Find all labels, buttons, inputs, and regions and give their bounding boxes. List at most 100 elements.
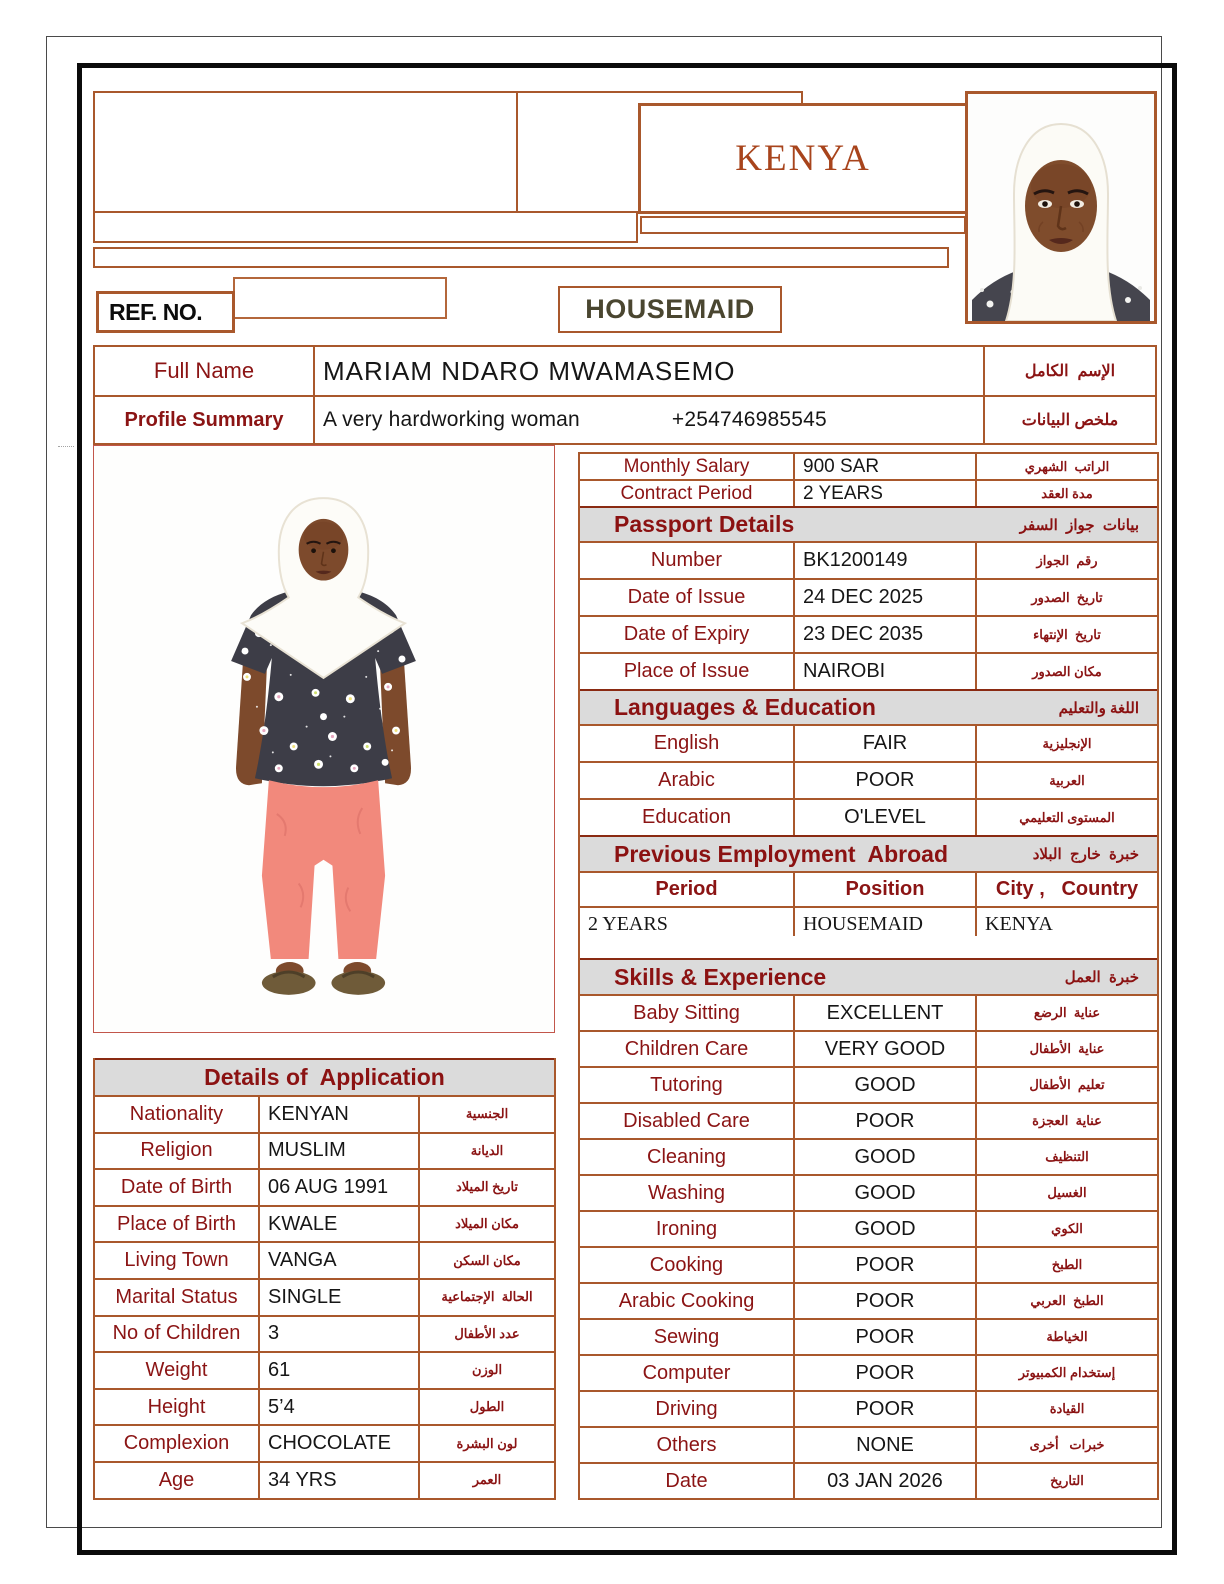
row-value: CHOCOLATE: [258, 1426, 418, 1461]
row-label: Cooking: [649, 1253, 724, 1276]
row-value: FAIR: [793, 726, 975, 761]
row-value: 3: [258, 1316, 418, 1352]
row-label-arabic: الطبخ: [975, 1248, 1157, 1282]
section-title-arabic: خبرة خارج البلاد: [1032, 846, 1139, 863]
header-strip-2: [93, 247, 949, 268]
position-title: HOUSEMAID: [585, 294, 755, 324]
row-label: Baby Sitting: [633, 1001, 740, 1024]
ref-no-value-box: [233, 277, 447, 319]
row-label: No of Children: [112, 1322, 241, 1345]
row-value: KWALE: [258, 1206, 418, 1242]
row-value: VANGA: [258, 1243, 418, 1278]
row-label: Computer: [642, 1361, 731, 1384]
row-label-arabic: التنظيف: [975, 1140, 1157, 1174]
row-label-arabic: ملخص البيانات: [983, 397, 1155, 443]
table-row: Children Care VERY GOOD عناية الأطفال: [580, 1030, 1157, 1066]
employment-data-row: 2 YEARS HOUSEMAID KENYA: [580, 906, 1157, 958]
row-label: Date of Expiry: [623, 623, 750, 645]
row-label: Sewing: [653, 1325, 720, 1348]
table-row: Computer POOR إستخدام الكمبيوتر: [580, 1354, 1157, 1390]
table-row: Nationality KENYAN الجنسية: [95, 1095, 554, 1132]
passport-photo: [965, 91, 1157, 324]
employment-position: HOUSEMAID: [793, 908, 975, 936]
employment-city: KENYA: [975, 908, 1157, 936]
row-label: Arabic Cooking: [618, 1289, 755, 1312]
row-value: VERY GOOD: [793, 1032, 975, 1066]
row-value: GOOD: [793, 1068, 975, 1102]
row-label: Full Name: [153, 358, 255, 383]
row-label-arabic: عدد الأطفال: [418, 1316, 554, 1352]
row-label: Height: [147, 1395, 206, 1418]
row-value: KENYAN: [258, 1097, 418, 1132]
country-title-substrip: [640, 216, 966, 234]
ref-no-label: REF. NO.: [109, 298, 203, 325]
row-value: POOR: [793, 1284, 975, 1318]
section-title: Passport Details: [614, 511, 795, 537]
table-row: No of Children 3 عدد الأطفال: [95, 1314, 554, 1352]
row-label-arabic: الديانة: [418, 1133, 554, 1169]
header-box-divider: [516, 93, 518, 211]
row-label: Education: [642, 806, 731, 828]
row-label: Arabic: [658, 769, 715, 791]
row-value: 900 SAR: [793, 454, 975, 479]
table-row: Living Town VANGA مكان السكن: [95, 1241, 554, 1278]
row-label: Date: [665, 1469, 708, 1492]
row-label: Others: [656, 1433, 717, 1456]
section-header-employment: Previous Employment Abroad خبرة خارج الب…: [580, 835, 1157, 871]
table-row: Place of Issue NAIROBI مكان الصدور: [580, 652, 1157, 689]
row-label: Children Care: [624, 1037, 749, 1060]
table-row: Complexion CHOCOLATE لون البشرة: [95, 1424, 554, 1461]
right-info-table: Monthly Salary 900 SAR الراتب الشهري Con…: [578, 452, 1159, 1500]
row-label-arabic: الراتب الشهري: [975, 454, 1157, 479]
row-label-arabic: عناية الرضع: [975, 996, 1157, 1030]
table-row: Religion MUSLIM الديانة: [95, 1131, 554, 1169]
table-row: Age 34 YRS العمر: [95, 1460, 554, 1498]
details-of-application-table: Details of Application Nationality KENYA…: [93, 1058, 556, 1500]
section-header-skills: Skills & Experience خبرة العمل: [580, 958, 1157, 994]
row-label-arabic: لون البشرة: [418, 1426, 554, 1461]
identity-table: Full Name MARIAM NDARO MWAMASEMO الإسم ا…: [93, 345, 1157, 445]
row-label-arabic: مكان السكن: [418, 1243, 554, 1278]
table-row: Disabled Care POOR عناية العجزة: [580, 1102, 1157, 1138]
row-label-arabic: تاريخ الميلاد: [418, 1170, 554, 1205]
row-label-arabic: مكان الميلاد: [418, 1206, 554, 1242]
header-strip-1: [93, 211, 638, 243]
row-value: SINGLE: [258, 1279, 418, 1315]
row-label: Monthly Salary: [623, 455, 750, 477]
row-label-arabic: عناية العجزة: [975, 1104, 1157, 1138]
row-label-arabic: تاريخ الإنتهاء: [975, 617, 1157, 652]
row-value: POOR: [793, 1248, 975, 1282]
row-label-arabic: مدة العقد: [975, 481, 1157, 506]
section-title: Details of Application: [204, 1064, 445, 1090]
table-row: Baby Sitting EXCELLENT عناية الرضع: [580, 994, 1157, 1030]
row-value: 34 YRS: [258, 1462, 418, 1498]
row-label-arabic: الخياطة: [975, 1320, 1157, 1354]
table-row: Date of Birth 06 AUG 1991 تاريخ الميلاد: [95, 1168, 554, 1205]
row-label-arabic: تعليم الأطفال: [975, 1068, 1157, 1102]
section-title: Previous Employment Abroad: [614, 840, 948, 867]
row-label: Cleaning: [647, 1145, 726, 1168]
row-value: POOR: [793, 1356, 975, 1390]
table-row: Tutoring GOOD تعليم الأطفال: [580, 1066, 1157, 1102]
row-label: Place of Birth: [117, 1212, 236, 1235]
table-row: Height 5’4 الطول: [95, 1387, 554, 1425]
row-value: POOR: [793, 1320, 975, 1354]
row-label: Date of Birth: [120, 1175, 233, 1198]
row-value: 03 JAN 2026: [793, 1464, 975, 1498]
table-row: Sewing POOR الخياطة: [580, 1318, 1157, 1354]
section-header-passport: Passport Details بيانات جواز السفر: [580, 506, 1157, 541]
table-row: Arabic Cooking POOR الطبخ العربي: [580, 1282, 1157, 1318]
row-label-arabic: العمر: [418, 1462, 554, 1498]
row-label: Weight: [145, 1358, 208, 1381]
inner-thick-border: [77, 63, 1177, 1555]
row-label: Marital Status: [115, 1285, 238, 1308]
table-row: English FAIR الإنجليزية: [580, 724, 1157, 761]
row-label-arabic: الوزن: [418, 1353, 554, 1388]
row-label: Ironing: [655, 1217, 718, 1240]
table-row: Place of Birth KWALE مكان الميلاد: [95, 1204, 554, 1242]
row-label: Living Town: [124, 1249, 229, 1272]
employment-columns-row: Period Position City , Country: [580, 871, 1157, 906]
country-title-box: KENYA: [638, 103, 968, 214]
row-label-arabic: التاريخ: [975, 1464, 1157, 1498]
table-row: Number BK1200149 رقم الجواز: [580, 541, 1157, 578]
